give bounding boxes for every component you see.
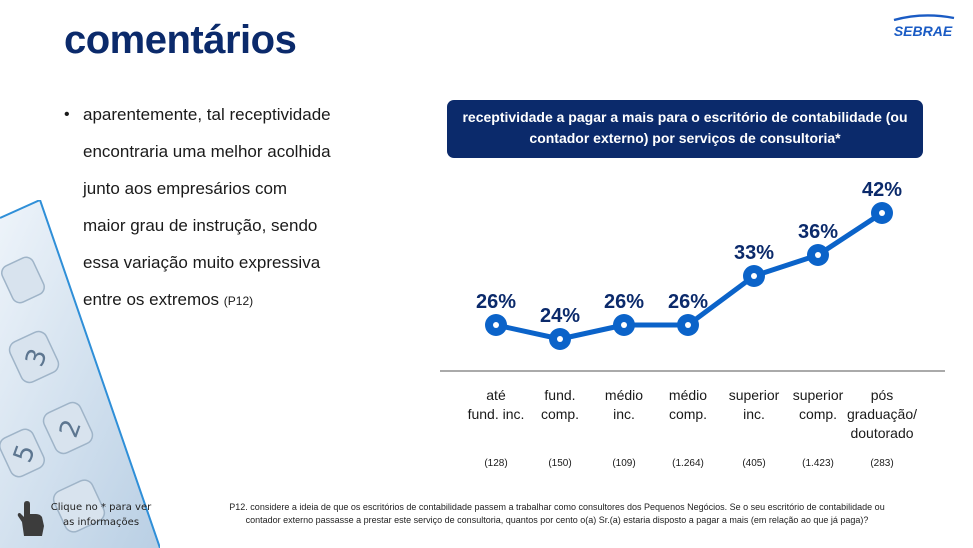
data-label: 36%	[798, 221, 838, 243]
question-footnote: P12. considere a ideia de que os escritó…	[229, 502, 885, 525]
page-title: comentários	[64, 18, 297, 62]
bullet-reference: (P12)	[223, 294, 254, 308]
data-point-center	[879, 210, 885, 216]
data-label: 33%	[734, 242, 774, 264]
data-point-center	[621, 322, 627, 328]
sample-size-label: (405)	[742, 458, 765, 469]
data-label: 42%	[862, 179, 902, 201]
comment-bullet: • aparentemente, tal receptividade encon…	[64, 96, 334, 320]
x-tick-label: até fund. inc.	[468, 387, 525, 422]
x-tick-label: pós graduação/doutorado	[847, 387, 917, 441]
click-note[interactable]: Clique no * para ver as informações	[50, 502, 152, 528]
chart-title: receptividade a pagar a mais para o escr…	[447, 100, 923, 158]
hand-pointer-icon	[17, 501, 44, 536]
calculator-image: 3 2 5	[0, 200, 160, 548]
data-point-center	[751, 273, 757, 279]
svg-text:SEBRAE: SEBRAE	[894, 23, 953, 39]
sample-size-label: (283)	[870, 458, 893, 469]
sample-size-label: (150)	[548, 458, 571, 469]
data-label: 24%	[540, 305, 580, 327]
sample-size-label: (1.423)	[802, 458, 834, 469]
data-label: 26%	[476, 291, 516, 313]
sample-size-label: (128)	[484, 458, 507, 469]
sample-size-label: (1.264)	[672, 458, 704, 469]
data-point-center	[493, 322, 499, 328]
data-point-center	[557, 336, 563, 342]
x-tick-label: superior comp.	[793, 387, 844, 422]
sebrae-logo: SEBRAE	[893, 14, 955, 39]
data-point-center	[685, 322, 691, 328]
data-point-center	[815, 252, 821, 258]
x-tick-label: fund. comp.	[541, 387, 579, 422]
bullet-dot: •	[64, 106, 70, 123]
data-label: 26%	[668, 291, 708, 313]
x-tick-label: médio comp.	[669, 387, 707, 422]
x-tick-label: médio inc.	[605, 387, 643, 422]
bullet-text: aparentemente, tal receptividade encontr…	[83, 105, 331, 309]
sample-size-label: (109)	[612, 458, 635, 469]
data-label: 26%	[604, 291, 644, 313]
x-tick-label: superior inc.	[729, 387, 780, 422]
